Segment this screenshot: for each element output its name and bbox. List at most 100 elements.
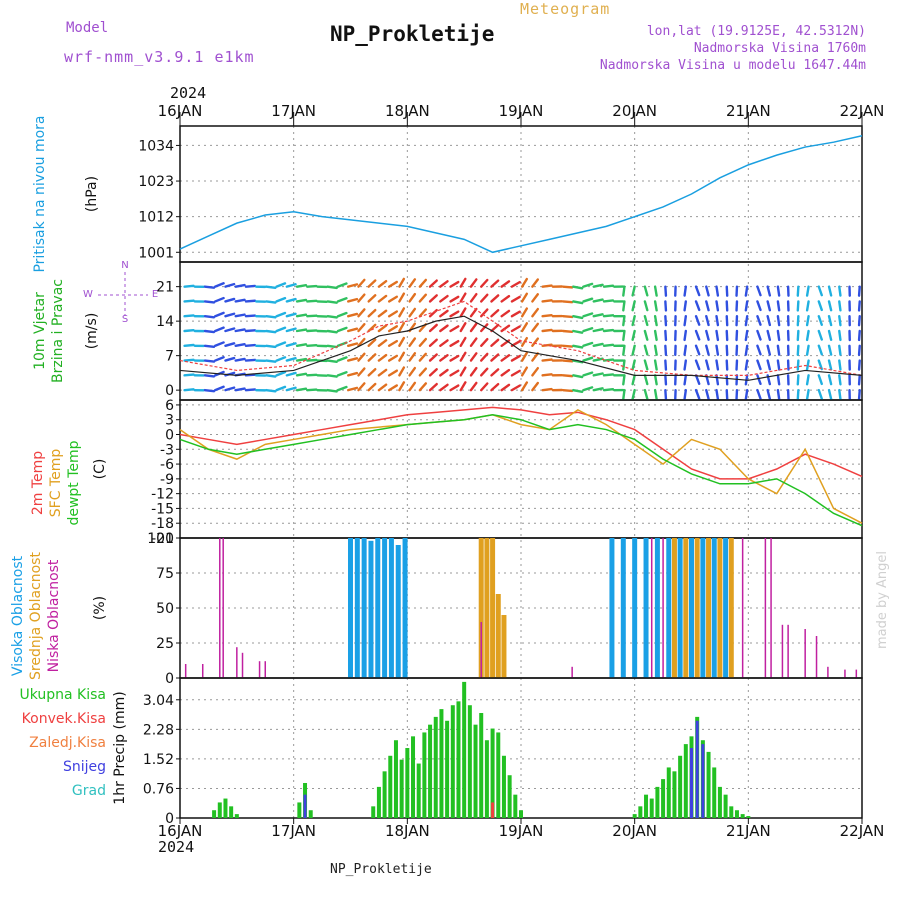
wind-arrow [817,344,823,356]
cloud-bar [184,664,187,678]
wind-arrow [469,278,478,288]
wind-arrow [756,285,762,297]
wind-arrow [459,322,467,333]
wind-arrow [805,300,810,312]
date-label-top: 16JAN [158,102,203,120]
wind-arrow [500,368,511,377]
wind-arrow [683,374,688,386]
y-tick-label: 1001 [138,245,174,261]
wind-arrow [602,343,615,347]
wind-arrow [664,300,668,312]
y-tick-label: -18 [151,516,174,532]
wind-arrow [500,383,511,392]
wind-arrow [653,344,658,356]
wind-arrow [756,359,762,371]
precip-legend-label: Grad [72,783,106,799]
wind-arrow [203,285,216,289]
wind-arrow [561,359,574,363]
wind-arrow [592,298,604,303]
wind-arrow [387,280,399,288]
precip-bar [234,814,239,818]
wind-arrow [234,387,246,392]
wind-arrow [664,329,668,342]
wind-arrow [592,342,604,347]
wind-arrow [326,374,338,378]
wind-arrow [602,373,615,377]
wind-arrow [244,343,257,347]
wind-arrow [214,326,225,333]
cloud-bar [478,538,484,678]
wind-arrow [776,388,781,401]
y-tick-label: 1012 [138,210,174,226]
wind-arrow [285,386,297,392]
wind-arrow [572,344,584,349]
wind-arrow [744,315,749,327]
precip-bar [661,779,666,818]
wind-arrow [744,300,749,312]
cloud-bar [490,538,496,678]
wind-arrow [776,359,781,371]
wind-arrow [520,351,529,362]
date-label-top: 21JAN [726,102,771,120]
wind-arrow [183,388,195,392]
wind-arrow [244,373,257,377]
wind-arrow [653,374,658,386]
wind-arrow [398,381,406,392]
wind-arrow [418,308,428,318]
wind-arrow [817,374,823,386]
wind-arrow [827,344,833,356]
wind-arrow [582,327,594,333]
wind-arrow [306,388,318,392]
wind-arrow [459,277,467,288]
wind-arrow [387,339,399,347]
wind-arrow [234,283,246,288]
wind-arrow [398,307,406,318]
wind-arrow [357,337,366,347]
wind-arrow [838,359,842,371]
wind-arrow [705,285,710,297]
wind-arrow [336,297,348,303]
precip-unit: 1hr Precip (mm) [112,691,128,804]
wind-arrow [469,366,478,377]
wind-arrow [705,300,710,312]
wind-arrow [357,308,366,318]
precip-bar [678,755,683,818]
wind-arrow [756,300,762,312]
wind-arrow [776,374,781,386]
wind-arrow [592,357,604,362]
wind-arrow [561,388,574,393]
wind-arrow [705,359,710,371]
wind-arrow [265,344,277,349]
cloud-bar [495,594,501,678]
precip-bar [212,810,217,818]
wind-arrow [439,354,449,362]
temp-axis-title: SFC Temp [48,449,64,518]
wind-arrow [756,374,762,386]
wind-arrow [500,280,511,288]
y-tick-label: 2.28 [143,722,174,738]
wind-arrow [694,285,701,297]
wind-arrow [582,297,594,303]
cloud-bar [666,538,672,678]
wind-arrow [796,300,800,312]
wind-arrow [622,315,626,327]
cloud-bar [395,545,401,678]
y-tick-label: 7 [165,349,174,365]
wind-arrow [449,369,460,377]
cloud-bar [501,615,507,678]
compass-south: S [122,314,128,325]
wind-arrow [234,298,246,303]
wind-arrow [817,300,823,312]
wind-arrow [796,359,800,371]
wind-arrow [398,351,406,362]
wind-arrow [766,300,772,312]
wind-arrow [203,329,216,334]
wind-arrow [602,284,615,288]
wind-arrow [705,344,710,356]
cloud-bar [361,538,367,678]
y-tick-label: -12 [151,487,174,503]
model-label: Model [66,20,109,36]
wind-arrow [418,367,428,377]
cloud-bar [402,538,408,678]
wind-arrow [694,374,701,385]
